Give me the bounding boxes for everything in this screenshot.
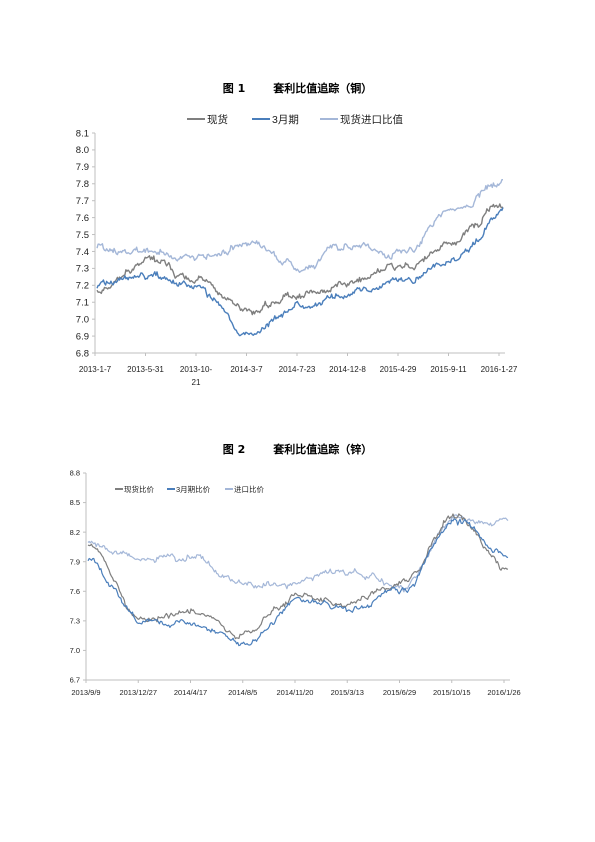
figure-1-caption: 套利比值追踪（铜） <box>273 82 373 95</box>
y-tick-label: 7.6 <box>70 587 80 596</box>
series-line-2 <box>96 207 504 337</box>
x-tick-label: 2015/3/13 <box>331 688 364 697</box>
series-line-3 <box>96 179 503 273</box>
figure-2-title: 图 2 套利比值追踪（锌） <box>0 441 595 457</box>
y-tick-label: 8.0 <box>76 145 89 156</box>
y-tick-label: 7.9 <box>70 557 80 566</box>
y-tick-label: 7.6 <box>76 213 89 224</box>
x-tick-label: 2013/12/27 <box>119 688 157 697</box>
y-tick-label: 8.2 <box>70 528 80 537</box>
y-tick-label: 6.8 <box>76 348 89 359</box>
chart-2: 6.7 7.0 7.3 7.6 7.9 8.2 8.5 8.8 2013/9/9 2013/12/… <box>70 469 521 697</box>
x-tick-label: 2014/4/17 <box>174 688 207 697</box>
x-tick-label: 2013-5-31 <box>127 365 164 374</box>
x-tick-label: 2016/1/26 <box>487 688 520 697</box>
y-tick-label: 7.7 <box>76 196 89 207</box>
x-tick-label: 2013/9/9 <box>71 688 100 697</box>
x-tick-label: 2014/11/20 <box>277 688 314 697</box>
x-tick-label: 2014-7-23 <box>279 365 316 374</box>
legend-label: 现货进口比值 <box>340 113 403 126</box>
y-tick-label: 6.9 <box>76 331 89 342</box>
figure-2-caption: 套利比值追踪（锌） <box>273 443 373 456</box>
x-tick-label: 2014-12-8 <box>329 365 366 374</box>
x-tick-label: 2015/6/29 <box>383 688 416 697</box>
legend-label: 现货 <box>207 113 228 126</box>
x-tick-label: 2013-1-7 <box>79 365 112 374</box>
x-tick-label: 2015/10/15 <box>433 688 471 697</box>
x-tick-label: 2015-9-11 <box>430 365 467 374</box>
y-tick-label: 7.9 <box>76 162 89 173</box>
y-tick-label: 7.8 <box>76 179 89 190</box>
legend-label: 进口比价 <box>234 484 264 494</box>
y-tick-label: 7.3 <box>76 264 89 275</box>
legend-label: 3月期 <box>272 114 299 126</box>
x-tick-label: 2014-3-7 <box>230 365 263 374</box>
series-line-1 <box>87 513 509 640</box>
y-tick-label: 7.2 <box>76 281 89 292</box>
series-line-2 <box>87 518 509 647</box>
figure-2-label: 图 2 <box>222 443 246 456</box>
y-tick-label: 6.7 <box>70 676 80 685</box>
y-tick-label: 7.5 <box>76 230 89 241</box>
figure-1-label: 图 1 <box>222 82 246 95</box>
x-tick-label: 2015-4-29 <box>380 365 417 374</box>
x-tick-label: 2013-10- <box>180 365 213 374</box>
series-line-3 <box>87 514 509 593</box>
y-tick-label: 8.1 <box>76 128 89 139</box>
y-tick-label: 7.0 <box>76 314 89 325</box>
x-tick-label: 21 <box>192 378 201 387</box>
legend-label: 现货比价 <box>124 484 154 494</box>
legend-label: 3月期比价 <box>176 484 211 494</box>
y-tick-label: 7.1 <box>76 298 89 309</box>
x-tick-label: 2014/8/5 <box>228 688 257 697</box>
y-tick-label: 7.0 <box>70 646 80 655</box>
y-tick-label: 8.5 <box>70 498 80 507</box>
y-tick-label: 7.3 <box>70 616 80 625</box>
series-line-1 <box>96 203 504 316</box>
y-tick-label: 8.8 <box>70 469 80 478</box>
chart-1: 6.8 6.9 7.0 7.1 7.2 7.3 7.4 7.5 7.6 7.7 7.8 7.9 8.0 8… <box>76 113 518 387</box>
y-tick-label: 7.4 <box>76 247 89 258</box>
figure-1-title: 图 1 套利比值追踪（铜） <box>0 80 595 96</box>
x-tick-label: 2016-1-27 <box>481 365 518 374</box>
